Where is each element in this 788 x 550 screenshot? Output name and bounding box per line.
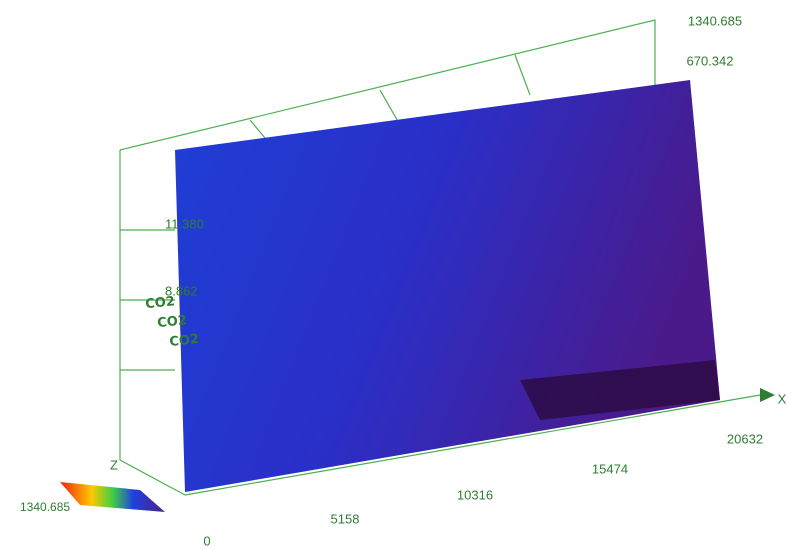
side-label: 11.380 [165, 216, 204, 231]
x-tick-label: 15474 [592, 461, 628, 476]
surface [175, 80, 720, 492]
x-tick-label: 5158 [331, 511, 360, 526]
side-label: 8.862 [165, 283, 198, 298]
x-tick-label: 20632 [727, 431, 763, 446]
legend-label: 1340.685 [20, 500, 70, 514]
co2-letters: CO2 CO2 CO2 [145, 294, 200, 350]
letter-shadow: CO2 [169, 332, 200, 350]
letter-shadow: CO2 [157, 313, 188, 331]
z-axis-label: Z [110, 457, 118, 472]
y-tick-label: 1340.685 [688, 13, 742, 28]
y-tick-label: 670.342 [687, 53, 734, 68]
x-tick-label: 10316 [457, 487, 493, 502]
surface-dark [520, 360, 720, 420]
x-tick-label: 0 [203, 533, 210, 548]
wireframe [119, 19, 775, 496]
letters: CO2 [145, 294, 176, 312]
x-axis-label: X [778, 391, 787, 406]
legend-bar [60, 482, 165, 512]
